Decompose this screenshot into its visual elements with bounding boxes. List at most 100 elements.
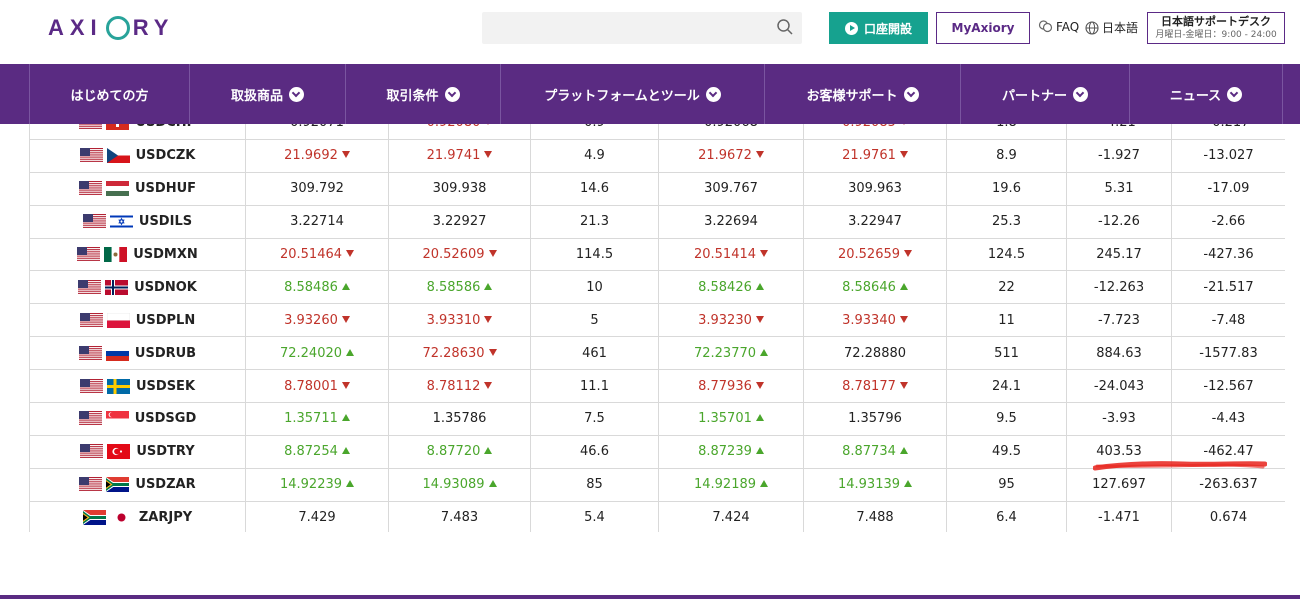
- triangle-up-icon: [488, 480, 497, 488]
- pair-name: USDSEK: [135, 378, 196, 394]
- myaxiory-button[interactable]: MyAxiory: [936, 12, 1030, 44]
- cell-value: 114.5: [575, 247, 614, 262]
- cell-c6: 19.6: [946, 171, 1067, 206]
- nav-item-label: 取扱商品: [230, 88, 283, 104]
- flag-us-icon: [79, 312, 103, 328]
- triangle-down-icon: [484, 381, 493, 389]
- cell-c2: 3.22927: [388, 204, 531, 239]
- faq-link[interactable]: FAQ: [1038, 19, 1079, 34]
- cell-value: 11: [998, 312, 1015, 328]
- nav-item-4[interactable]: お客様サポート: [764, 64, 960, 124]
- axiory-logo[interactable]: AXI RY: [48, 15, 174, 41]
- flag-us-icon: [78, 181, 102, 197]
- pair-name: USDPLN: [135, 312, 196, 328]
- cell-c2: 7.483: [388, 500, 531, 532]
- cell-c4: 7.424: [658, 500, 804, 532]
- cell-c1: 8.87254: [245, 434, 389, 469]
- price-value: 7.488: [856, 510, 894, 526]
- price-value: 72.28630: [422, 345, 485, 361]
- price-value: 3.22714: [290, 214, 344, 230]
- nav-item-5[interactable]: パートナー: [960, 64, 1129, 124]
- triangle-up-icon: [346, 480, 355, 488]
- price-value: 8.78112: [426, 378, 481, 394]
- triangle-up-icon: [341, 282, 350, 290]
- flag-us-icon: [79, 148, 103, 164]
- cell-c5: 3.22947: [803, 204, 947, 239]
- pair-name: USDCZK: [135, 148, 196, 164]
- pair-cell: ZARJPY: [29, 500, 246, 532]
- cell-c3: 10: [530, 270, 659, 305]
- cell-c4: 72.23770: [658, 336, 804, 371]
- cell-c8: -13.027: [1171, 138, 1285, 173]
- price-value: 72.23770: [693, 345, 757, 361]
- nav-item-3[interactable]: プラットフォームとツール: [500, 64, 764, 124]
- search-icon[interactable]: [776, 18, 794, 36]
- cell-value: 46.6: [580, 444, 609, 460]
- pair-name: USDMXN: [133, 247, 198, 262]
- triangle-up-icon: [484, 447, 493, 455]
- flag-mx-icon: [104, 247, 128, 262]
- triangle-down-icon: [341, 151, 350, 159]
- nav-item-6[interactable]: ニュース: [1129, 64, 1283, 124]
- cell-c7: -1.927: [1066, 138, 1172, 173]
- cell-c7: -7.723: [1066, 303, 1172, 338]
- nav-item-0[interactable]: はじめての方: [29, 64, 189, 124]
- cell-c8: -427.36: [1171, 237, 1285, 272]
- price-value: 3.93260: [284, 312, 338, 328]
- cell-c3: 14.6: [530, 171, 659, 206]
- cell-value: 5.31: [1104, 181, 1134, 197]
- price-value: 3.93310: [426, 312, 481, 328]
- cell-c3: 461: [530, 336, 659, 371]
- cell-c4: 8.58426: [658, 270, 804, 305]
- cell-c7: -12.263: [1066, 270, 1172, 305]
- cell-c4: 309.767: [658, 171, 804, 206]
- pair-cell: USDPLN: [29, 303, 246, 338]
- cell-c6: 25.3: [946, 204, 1067, 239]
- nav-item-2[interactable]: 取引条件: [345, 64, 500, 124]
- price-value: 8.87239: [698, 444, 752, 460]
- rates-table-container[interactable]: USDCHF0.920710.920800.90.920680.920851.8…: [29, 106, 1285, 532]
- cell-value: -2.66: [1211, 214, 1246, 230]
- cell-value: 9.5: [996, 411, 1017, 427]
- language-selector[interactable]: 日本語: [1085, 19, 1138, 36]
- triangle-up-icon: [899, 282, 908, 290]
- cell-value: 8.9: [996, 148, 1017, 164]
- triangle-down-icon: [755, 381, 764, 389]
- cell-c2: 8.78112: [388, 369, 531, 404]
- search-input[interactable]: [482, 12, 802, 44]
- table-row: USDCZK 21.9692 21.9741 4.9 21.9672 21.9761 8.9…: [29, 138, 1285, 173]
- price-value: 21.9692: [284, 148, 338, 164]
- price-value: 7.483: [440, 510, 479, 526]
- price-value: 1.35711: [284, 411, 338, 427]
- flag-us-icon: [80, 444, 104, 460]
- cell-value: 5: [590, 312, 599, 328]
- flag-us-icon: [78, 345, 102, 361]
- open-account-button[interactable]: 口座開設: [829, 12, 928, 44]
- cell-c2: 21.9741: [388, 138, 531, 173]
- cell-c1: 3.22714: [245, 204, 389, 239]
- chevron-down-icon: [444, 86, 460, 102]
- cell-c7: 127.697: [1066, 467, 1172, 502]
- cell-c3: 5.4: [530, 500, 659, 532]
- triangle-down-icon: [341, 381, 350, 389]
- price-value: 14.92189: [693, 477, 757, 493]
- flag-us-icon: [77, 247, 101, 262]
- cell-c6: 24.1: [946, 369, 1067, 404]
- table-row: USDHUF 309.792 309.938 14.6 309.767 309.963 19…: [29, 171, 1285, 206]
- currency-flags: [82, 214, 133, 230]
- cell-value: 14.6: [580, 181, 609, 197]
- cell-value: -12.567: [1203, 378, 1254, 394]
- price-value: 8.58646: [842, 279, 896, 295]
- cell-c6: 22: [946, 270, 1067, 305]
- cell-value: 461: [582, 345, 607, 361]
- price-value: 7.424: [712, 510, 750, 526]
- table-row: USDZAR 14.92239 14.93089 85 14.92189 14.93139…: [29, 467, 1285, 502]
- support-desk-button[interactable]: 日本語サポートデスク 月曜日-金曜日：9:00 - 24:00: [1147, 12, 1285, 44]
- nav-item-label: 取引条件: [386, 88, 439, 104]
- support-hours: 月曜日-金曜日：9:00 - 24:00: [1155, 30, 1277, 40]
- nav-item-1[interactable]: 取扱商品: [189, 64, 345, 124]
- table-row: ZARJPY 7.429 7.483 5.4 7.424 7.488 6.4 -1.471 0.…: [29, 500, 1285, 532]
- cell-c6: 8.9: [946, 138, 1067, 173]
- cell-c1: 8.78001: [245, 369, 389, 404]
- cell-c6: 6.4: [946, 500, 1067, 532]
